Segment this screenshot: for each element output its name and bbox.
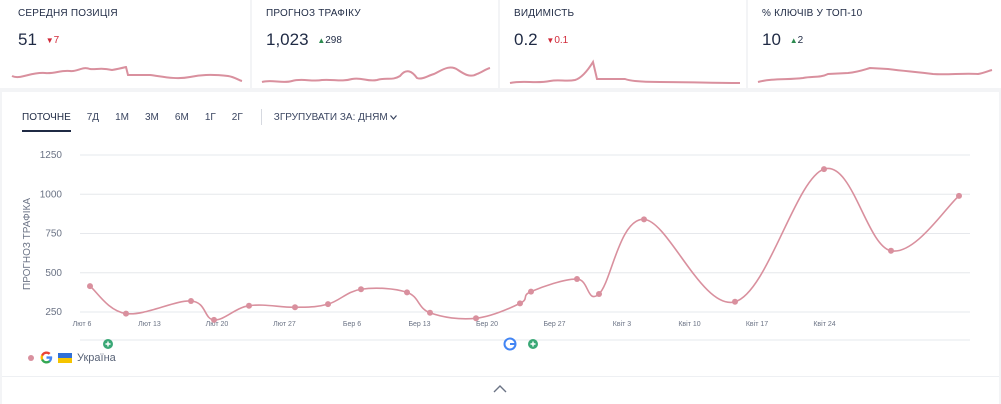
x-tick-label: Лют 13: [138, 321, 161, 328]
data-point: [821, 166, 827, 173]
data-point: [404, 289, 410, 296]
stat-value: 10 ▲2: [762, 30, 803, 50]
data-point: [123, 310, 129, 317]
x-tick-label: Квіт 17: [746, 320, 768, 328]
y-tick-label: 500: [45, 268, 62, 279]
stat-delta: ▲2: [787, 35, 803, 46]
x-tick-label: Квіт 24: [813, 320, 835, 328]
tab-1m[interactable]: 1М: [115, 111, 129, 123]
stat-delta: ▼7: [43, 35, 59, 46]
stat-card-traffic-forecast[interactable]: ПРОГНОЗ ТРАФІКУ 1,023 ▲298: [252, 0, 498, 88]
x-tick-label: Бер 27: [543, 321, 565, 328]
data-point: [473, 315, 479, 322]
chevron-down-icon: [390, 114, 398, 120]
sparkline: [757, 66, 993, 83]
data-point: [596, 290, 602, 297]
triangle-up-icon: ▲: [317, 36, 326, 45]
stats-row: СЕРЕДНЯ ПОЗИЦІЯ 51 ▼7 ПРОГНОЗ ТРАФІКУ 1,…: [0, 0, 1001, 90]
tab-6m[interactable]: 6М: [174, 111, 189, 123]
period-toolbar: ПОТОЧНЕ 7Д 1М 3М 6М 1Г 2Г ЗГРУПУВАТИ ЗА:…: [22, 106, 398, 132]
data-point: [358, 286, 364, 293]
data-point: [641, 216, 647, 223]
x-tick-label: Бер 6: [343, 321, 361, 328]
data-point: [325, 301, 331, 308]
triangle-down-icon: ▼: [546, 36, 555, 45]
stat-card-top10-keywords[interactable]: % КЛЮЧІВ У ТОП-10 10 ▲2: [748, 0, 1001, 88]
tab-1y[interactable]: 1Г: [204, 111, 216, 123]
stat-value-number: 0.2: [514, 30, 538, 49]
stat-delta: ▼0.1: [544, 35, 569, 46]
stat-delta: ▲298: [315, 35, 342, 46]
x-tick-label: Бер 13: [408, 321, 430, 328]
y-tick-label: 750: [45, 229, 62, 240]
sparkline: [509, 59, 741, 84]
x-tick-label: Квіт 10: [678, 320, 700, 328]
plus-icon: [530, 341, 536, 347]
ukraine-flag-icon: [58, 352, 72, 363]
stat-delta-value: 298: [325, 35, 342, 46]
data-point: [517, 300, 523, 307]
y-axis-label: ПРОГНОЗ ТРАФІКА: [22, 198, 33, 290]
tab-3m[interactable]: 3М: [145, 111, 159, 123]
data-point: [574, 276, 580, 283]
x-tick-label: Лют 27: [273, 321, 296, 328]
group-by-dropdown[interactable]: ЗГРУПУВАТИ ЗА: ДНЯМ: [274, 112, 398, 123]
tab-2y[interactable]: 2Г: [231, 111, 243, 123]
y-tick-label: 1250: [40, 150, 63, 161]
data-point: [528, 288, 534, 295]
google-icon-bar: [510, 343, 515, 345]
stat-label: СЕРЕДНЯ ПОЗИЦІЯ: [18, 8, 118, 19]
stat-value-number: 1,023: [266, 30, 309, 49]
x-tick-label: Лют 20: [206, 321, 229, 328]
stat-value: 51 ▼7: [18, 30, 59, 50]
stat-value-number: 10: [762, 30, 781, 49]
data-point: [888, 247, 894, 254]
stat-delta-value: 2: [797, 35, 804, 46]
data-point: [292, 304, 298, 311]
triangle-up-icon: ▲: [789, 36, 798, 45]
x-tick-label: Лют 6: [73, 321, 92, 328]
plus-icon: [105, 341, 111, 347]
data-point: [211, 316, 217, 323]
traffic-chart-panel: ПОТОЧНЕ 7Д 1М 3М 6М 1Г 2Г ЗГРУПУВАТИ ЗА:…: [2, 92, 999, 404]
stat-value-number: 51: [18, 30, 37, 49]
sparkline: [261, 66, 491, 83]
group-by-label: ЗГРУПУВАТИ ЗА: ДНЯМ: [273, 111, 388, 123]
data-point: [87, 283, 93, 290]
y-tick-label: 1000: [40, 189, 63, 200]
data-point: [246, 302, 252, 309]
panel-divider: [2, 376, 999, 377]
stat-delta-value: 0.1: [554, 35, 569, 46]
chevron-up-icon[interactable]: [493, 384, 507, 394]
triangle-down-icon: ▼: [45, 36, 54, 45]
stat-delta-value: 7: [53, 35, 60, 46]
stat-card-average-position[interactable]: СЕРЕДНЯ ПОЗИЦІЯ 51 ▼7: [0, 0, 250, 88]
x-tick-label: Бер 20: [476, 321, 498, 328]
tab-7d[interactable]: 7Д: [86, 111, 100, 123]
tab-current[interactable]: ПОТОЧНЕ: [22, 111, 71, 132]
chart-legend[interactable]: Україна: [28, 351, 116, 364]
data-point: [956, 192, 962, 199]
toolbar-separator: [260, 109, 262, 125]
series-dot: [28, 354, 34, 361]
legend-country: Україна: [77, 351, 116, 364]
data-point: [732, 298, 738, 305]
stat-label: % КЛЮЧІВ У ТОП-10: [762, 8, 863, 19]
stat-label: ПРОГНОЗ ТРАФІКУ: [266, 8, 361, 19]
traffic-series-line: [89, 167, 960, 321]
x-tick-label: Квіт 3: [613, 320, 632, 328]
data-point: [427, 309, 433, 316]
stat-value: 0.2 ▼0.1: [514, 30, 568, 50]
traffic-line-chart: 1250 1000 750 500 250 ПРОГНОЗ ТРАФІКА Лют 6 Лют…: [22, 150, 970, 351]
sparkline: [11, 66, 243, 82]
stat-label: ВИДИМІСТЬ: [514, 8, 575, 19]
stat-card-visibility[interactable]: ВИДИМІСТЬ 0.2 ▼0.1: [500, 0, 746, 88]
stat-value: 1,023 ▲298: [266, 30, 342, 50]
google-icon: [40, 351, 53, 364]
data-point: [188, 298, 194, 305]
y-tick-label: 250: [45, 307, 62, 318]
